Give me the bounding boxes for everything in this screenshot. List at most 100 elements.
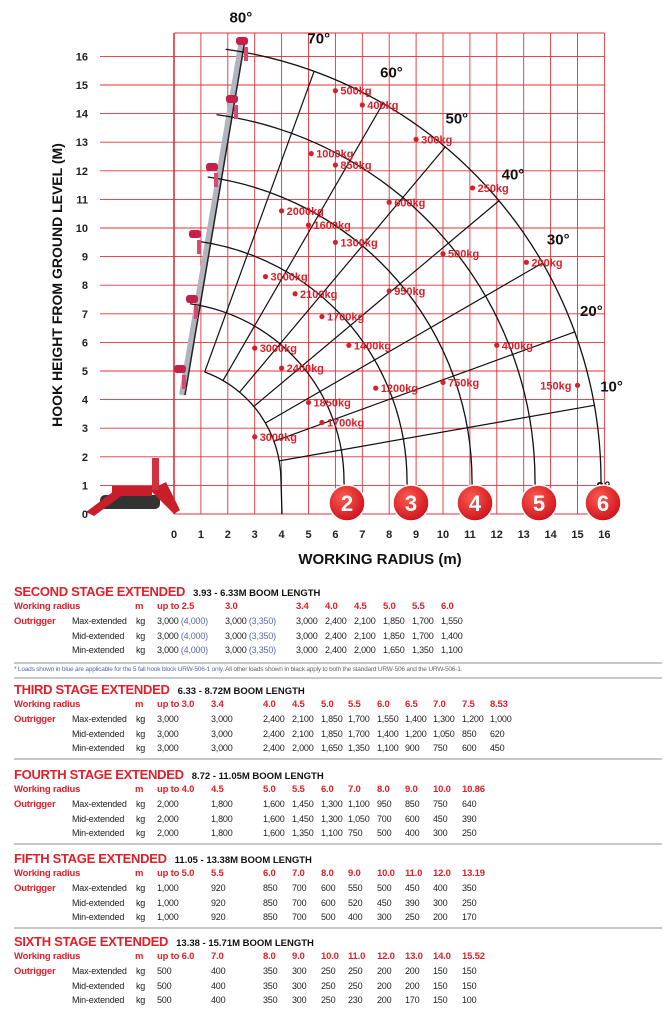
load-cell: 200 xyxy=(377,966,392,976)
load-point xyxy=(373,385,379,391)
load-cell: 200 xyxy=(405,966,420,976)
x-axis-label: WORKING RADIUS (m) xyxy=(298,551,461,568)
y-tick-label: 6 xyxy=(82,337,88,349)
load-cell: 700 xyxy=(292,897,307,908)
load-cell: 2,100 xyxy=(292,728,314,739)
angle-line xyxy=(239,146,446,393)
radius-header: 4.0 xyxy=(263,699,276,710)
stage-arc xyxy=(198,240,409,515)
radius-header: 13.0 xyxy=(405,951,423,962)
radius-header: 10.0 xyxy=(433,784,451,795)
unit-kg: kg xyxy=(136,995,146,1006)
load-cell: 2,400 xyxy=(325,645,347,656)
x-tick-label: 12 xyxy=(491,529,503,541)
load-cell: 3,000 xyxy=(211,728,233,739)
radius-header: 12.0 xyxy=(433,868,451,879)
stage-arc xyxy=(204,371,283,515)
stage-badge xyxy=(328,484,366,522)
outrigger-label: Outrigger xyxy=(14,714,56,725)
load-cell: 2,100 xyxy=(354,616,376,626)
load-cell: 200 xyxy=(405,980,420,991)
load-value: 3,000 xyxy=(157,630,179,641)
load-cell: 1,100 xyxy=(321,828,343,839)
outrigger-setting: Min-extended xyxy=(72,912,125,923)
radius-header: up to 5.0 xyxy=(157,868,195,879)
boom-shape xyxy=(179,39,245,396)
load-cell: 850 xyxy=(462,728,477,739)
load-cell: 550 xyxy=(348,883,363,893)
load-cell: 350 xyxy=(263,980,278,991)
load-cell: 1,450 xyxy=(292,813,314,824)
radius-header: 5.5 xyxy=(412,601,425,612)
section-title: SIXTH STAGE EXTENDED xyxy=(14,934,169,949)
load-cell: 200 xyxy=(377,980,392,991)
outrigger-setting: Max-extended xyxy=(72,714,127,724)
radius-header: 6.0 xyxy=(441,601,454,612)
section-header: THIRD STAGE EXTENDED 6.33 - 8.72M BOOM LE… xyxy=(14,682,305,697)
radius-header: 9.0 xyxy=(405,784,418,795)
outrigger-setting: Min-extended xyxy=(72,828,125,839)
radius-header: 7.0 xyxy=(211,951,224,962)
divider xyxy=(14,677,662,679)
load-cell: 2,000 xyxy=(157,828,179,839)
hook-icon xyxy=(236,37,248,45)
load-cell: 3,000 xyxy=(211,714,233,724)
load-cell: 750 xyxy=(433,799,448,809)
load-label: 2000kg xyxy=(287,206,324,218)
load-cell: 1,850 xyxy=(321,714,343,724)
load-cell: 1,650 xyxy=(321,743,343,754)
load-cell: 1,800 xyxy=(211,813,233,824)
angle-label: 80° xyxy=(230,9,253,26)
divider xyxy=(14,843,662,845)
hook-icon xyxy=(174,365,186,373)
crane-illustration xyxy=(86,39,246,516)
y-axis-label: HOOK HEIGHT FROM GROUND LEVEL (M) xyxy=(49,143,65,427)
stage-badge-number: 2 xyxy=(341,491,353,516)
load-point xyxy=(279,365,285,371)
radius-header: 8.0 xyxy=(377,784,390,795)
radius-header: 6.5 xyxy=(405,699,418,710)
load-cell: 450 xyxy=(433,813,448,824)
hook-icon xyxy=(189,230,201,238)
load-cell: 250 xyxy=(462,828,477,839)
load-cell: 150 xyxy=(433,966,448,976)
load-point xyxy=(332,88,338,94)
stage-badge-number: 3 xyxy=(405,491,417,516)
angle-line xyxy=(265,262,543,424)
load-point xyxy=(279,208,285,214)
load-value: 3,000 xyxy=(225,645,247,656)
load-cell: 500 xyxy=(157,995,172,1006)
load-cell: 200 xyxy=(433,912,448,923)
load-cell: 1,600 xyxy=(263,828,285,839)
load-value-blue: (4,000) xyxy=(180,616,208,626)
radius-header: 6.0 xyxy=(321,784,334,795)
angle-label: 60° xyxy=(380,64,403,81)
stage-badge-number: 4 xyxy=(469,491,482,516)
load-cell: 3,000 xyxy=(157,743,179,754)
y-tick-label: 16 xyxy=(76,51,88,63)
radius-header: up to 6.0 xyxy=(157,951,195,962)
load-cell: 1,600 xyxy=(263,799,285,809)
divider xyxy=(14,662,662,664)
stage-badge xyxy=(392,484,430,522)
section-header: SIXTH STAGE EXTENDED 13.38 - 15.71M BOOM … xyxy=(14,934,314,949)
stage-badges: 2 3 4 5 6 xyxy=(328,484,622,522)
hook-markers xyxy=(174,37,248,389)
outrigger-setting: Max-extended xyxy=(72,799,127,809)
load-cell: 900 xyxy=(405,743,420,754)
load-cell: 520 xyxy=(348,897,363,908)
load-label: 1200kg xyxy=(381,383,418,395)
unit-m: m xyxy=(135,601,144,612)
load-cell: 150 xyxy=(462,966,477,976)
load-point xyxy=(292,291,298,297)
outrigger-setting: Mid-extended xyxy=(72,813,125,824)
y-tick-label: 2 xyxy=(82,452,88,464)
x-tick-label: 3 xyxy=(252,529,258,541)
unit-kg: kg xyxy=(136,980,146,991)
y-tick-label: 12 xyxy=(76,166,88,178)
load-cell: 1,000 xyxy=(157,883,179,893)
load-cell: 3,000 (3,350) xyxy=(225,616,276,626)
working-radius-label: Working radius xyxy=(14,868,81,879)
stage-arc xyxy=(225,48,603,515)
